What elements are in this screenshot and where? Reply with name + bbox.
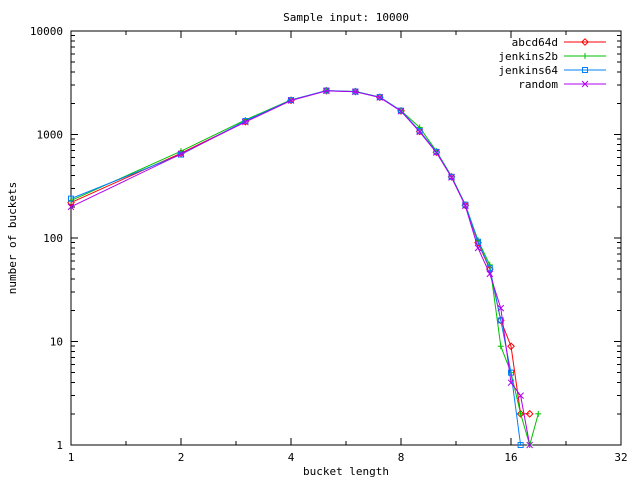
legend-marker-jenkins2b bbox=[582, 53, 588, 59]
series-line-random bbox=[70, 90, 531, 446]
legend-marker-jenkins64 bbox=[582, 67, 588, 73]
y-tick-label-10: 10 bbox=[50, 336, 63, 349]
series-markers-random bbox=[67, 87, 534, 449]
y-tick-label-1000: 1000 bbox=[37, 129, 64, 142]
legend-marker-random bbox=[581, 80, 589, 88]
x-tick-label-1: 1 bbox=[68, 451, 75, 464]
legend-label-random: random bbox=[518, 78, 558, 91]
y-tick-label-100: 100 bbox=[43, 232, 63, 245]
x-tick-label-32: 32 bbox=[614, 451, 627, 464]
y-axis-label: number of buckets bbox=[6, 182, 19, 295]
series-line-abcd64d bbox=[70, 90, 530, 415]
series-markers-jenkins64 bbox=[68, 87, 524, 448]
series-markers-abcd64d bbox=[67, 86, 534, 418]
y-tick-label-1: 1 bbox=[56, 439, 63, 452]
x-tick-label-8: 8 bbox=[398, 451, 405, 464]
legend-label-jenkins64: jenkins64 bbox=[498, 64, 558, 77]
x-tick-label-4: 4 bbox=[288, 451, 295, 464]
series-markers-jenkins2b bbox=[68, 87, 542, 448]
legend-marker-abcd64d bbox=[581, 38, 589, 46]
x-tick-label-16: 16 bbox=[504, 451, 517, 464]
x-tick-label-2: 2 bbox=[178, 451, 185, 464]
series-line-jenkins2b bbox=[70, 90, 539, 447]
series-line-jenkins64 bbox=[70, 89, 522, 446]
legend-label-abcd64d: abcd64d bbox=[512, 36, 558, 49]
y-tick-label-10000: 10000 bbox=[30, 25, 63, 38]
chart-title: Sample input: 10000 bbox=[283, 11, 409, 24]
legend-label-jenkins2b: jenkins2b bbox=[498, 50, 558, 63]
x-axis-label: bucket length bbox=[303, 465, 389, 478]
plot-border bbox=[70, 30, 622, 446]
